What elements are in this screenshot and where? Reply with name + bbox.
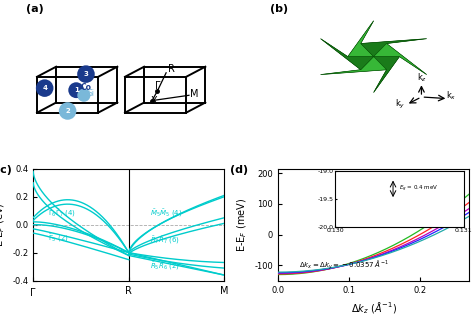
Text: X: X	[151, 96, 157, 106]
Text: $\bar{M}_5\bar{M}_5$ (4): $\bar{M}_5\bar{M}_5$ (4)	[150, 208, 182, 219]
Text: 4: 4	[42, 85, 47, 91]
Text: (c): (c)	[0, 165, 12, 175]
Text: $\bar{R}_5\bar{R}_6$ (2): $\bar{R}_5\bar{R}_6$ (2)	[150, 260, 180, 271]
Text: 1: 1	[74, 87, 79, 93]
Text: $\bar{\Gamma}_6\bar{\Gamma}_7$ (4): $\bar{\Gamma}_6\bar{\Gamma}_7$ (4)	[47, 208, 76, 219]
Text: 2: 2	[65, 108, 70, 114]
Point	[64, 108, 72, 114]
Text: k$_x$: k$_x$	[446, 90, 456, 102]
Polygon shape	[320, 39, 374, 70]
Text: M: M	[190, 89, 199, 99]
Text: k$_y$: k$_y$	[395, 98, 406, 111]
Point	[41, 85, 48, 91]
Text: (a): (a)	[26, 4, 43, 14]
Polygon shape	[374, 43, 427, 75]
Point	[82, 71, 90, 77]
Y-axis label: E-E$_F$ (eV): E-E$_F$ (eV)	[0, 202, 7, 247]
Text: Co: Co	[81, 83, 92, 92]
Polygon shape	[374, 57, 400, 93]
Text: $\bar{\Gamma}_5$ (2): $\bar{\Gamma}_5$ (2)	[47, 232, 68, 244]
Polygon shape	[320, 57, 386, 75]
X-axis label: $\Delta k_z$ ($\AA^{-1}$): $\Delta k_z$ ($\AA^{-1}$)	[351, 300, 397, 316]
Point	[73, 88, 80, 93]
Polygon shape	[320, 21, 427, 93]
Text: $\Gamma$: $\Gamma$	[154, 79, 161, 91]
Text: Si: Si	[88, 89, 95, 98]
Text: (b): (b)	[270, 4, 289, 14]
Text: 3: 3	[83, 71, 89, 77]
Text: R: R	[168, 64, 175, 74]
Point	[80, 93, 88, 98]
Text: k$_z$: k$_z$	[417, 72, 428, 84]
Y-axis label: E-E$_F$ (meV): E-E$_F$ (meV)	[235, 197, 249, 252]
Polygon shape	[361, 39, 427, 57]
Text: (d): (d)	[230, 165, 248, 175]
Polygon shape	[348, 21, 374, 57]
Text: $\Delta k_x = \Delta k_y = -0.0357\ \AA^{-1}$: $\Delta k_x = \Delta k_y = -0.0357\ \AA^…	[299, 258, 390, 272]
Text: $\bar{R}_7\bar{R}_7$ (6): $\bar{R}_7\bar{R}_7$ (6)	[150, 235, 180, 246]
